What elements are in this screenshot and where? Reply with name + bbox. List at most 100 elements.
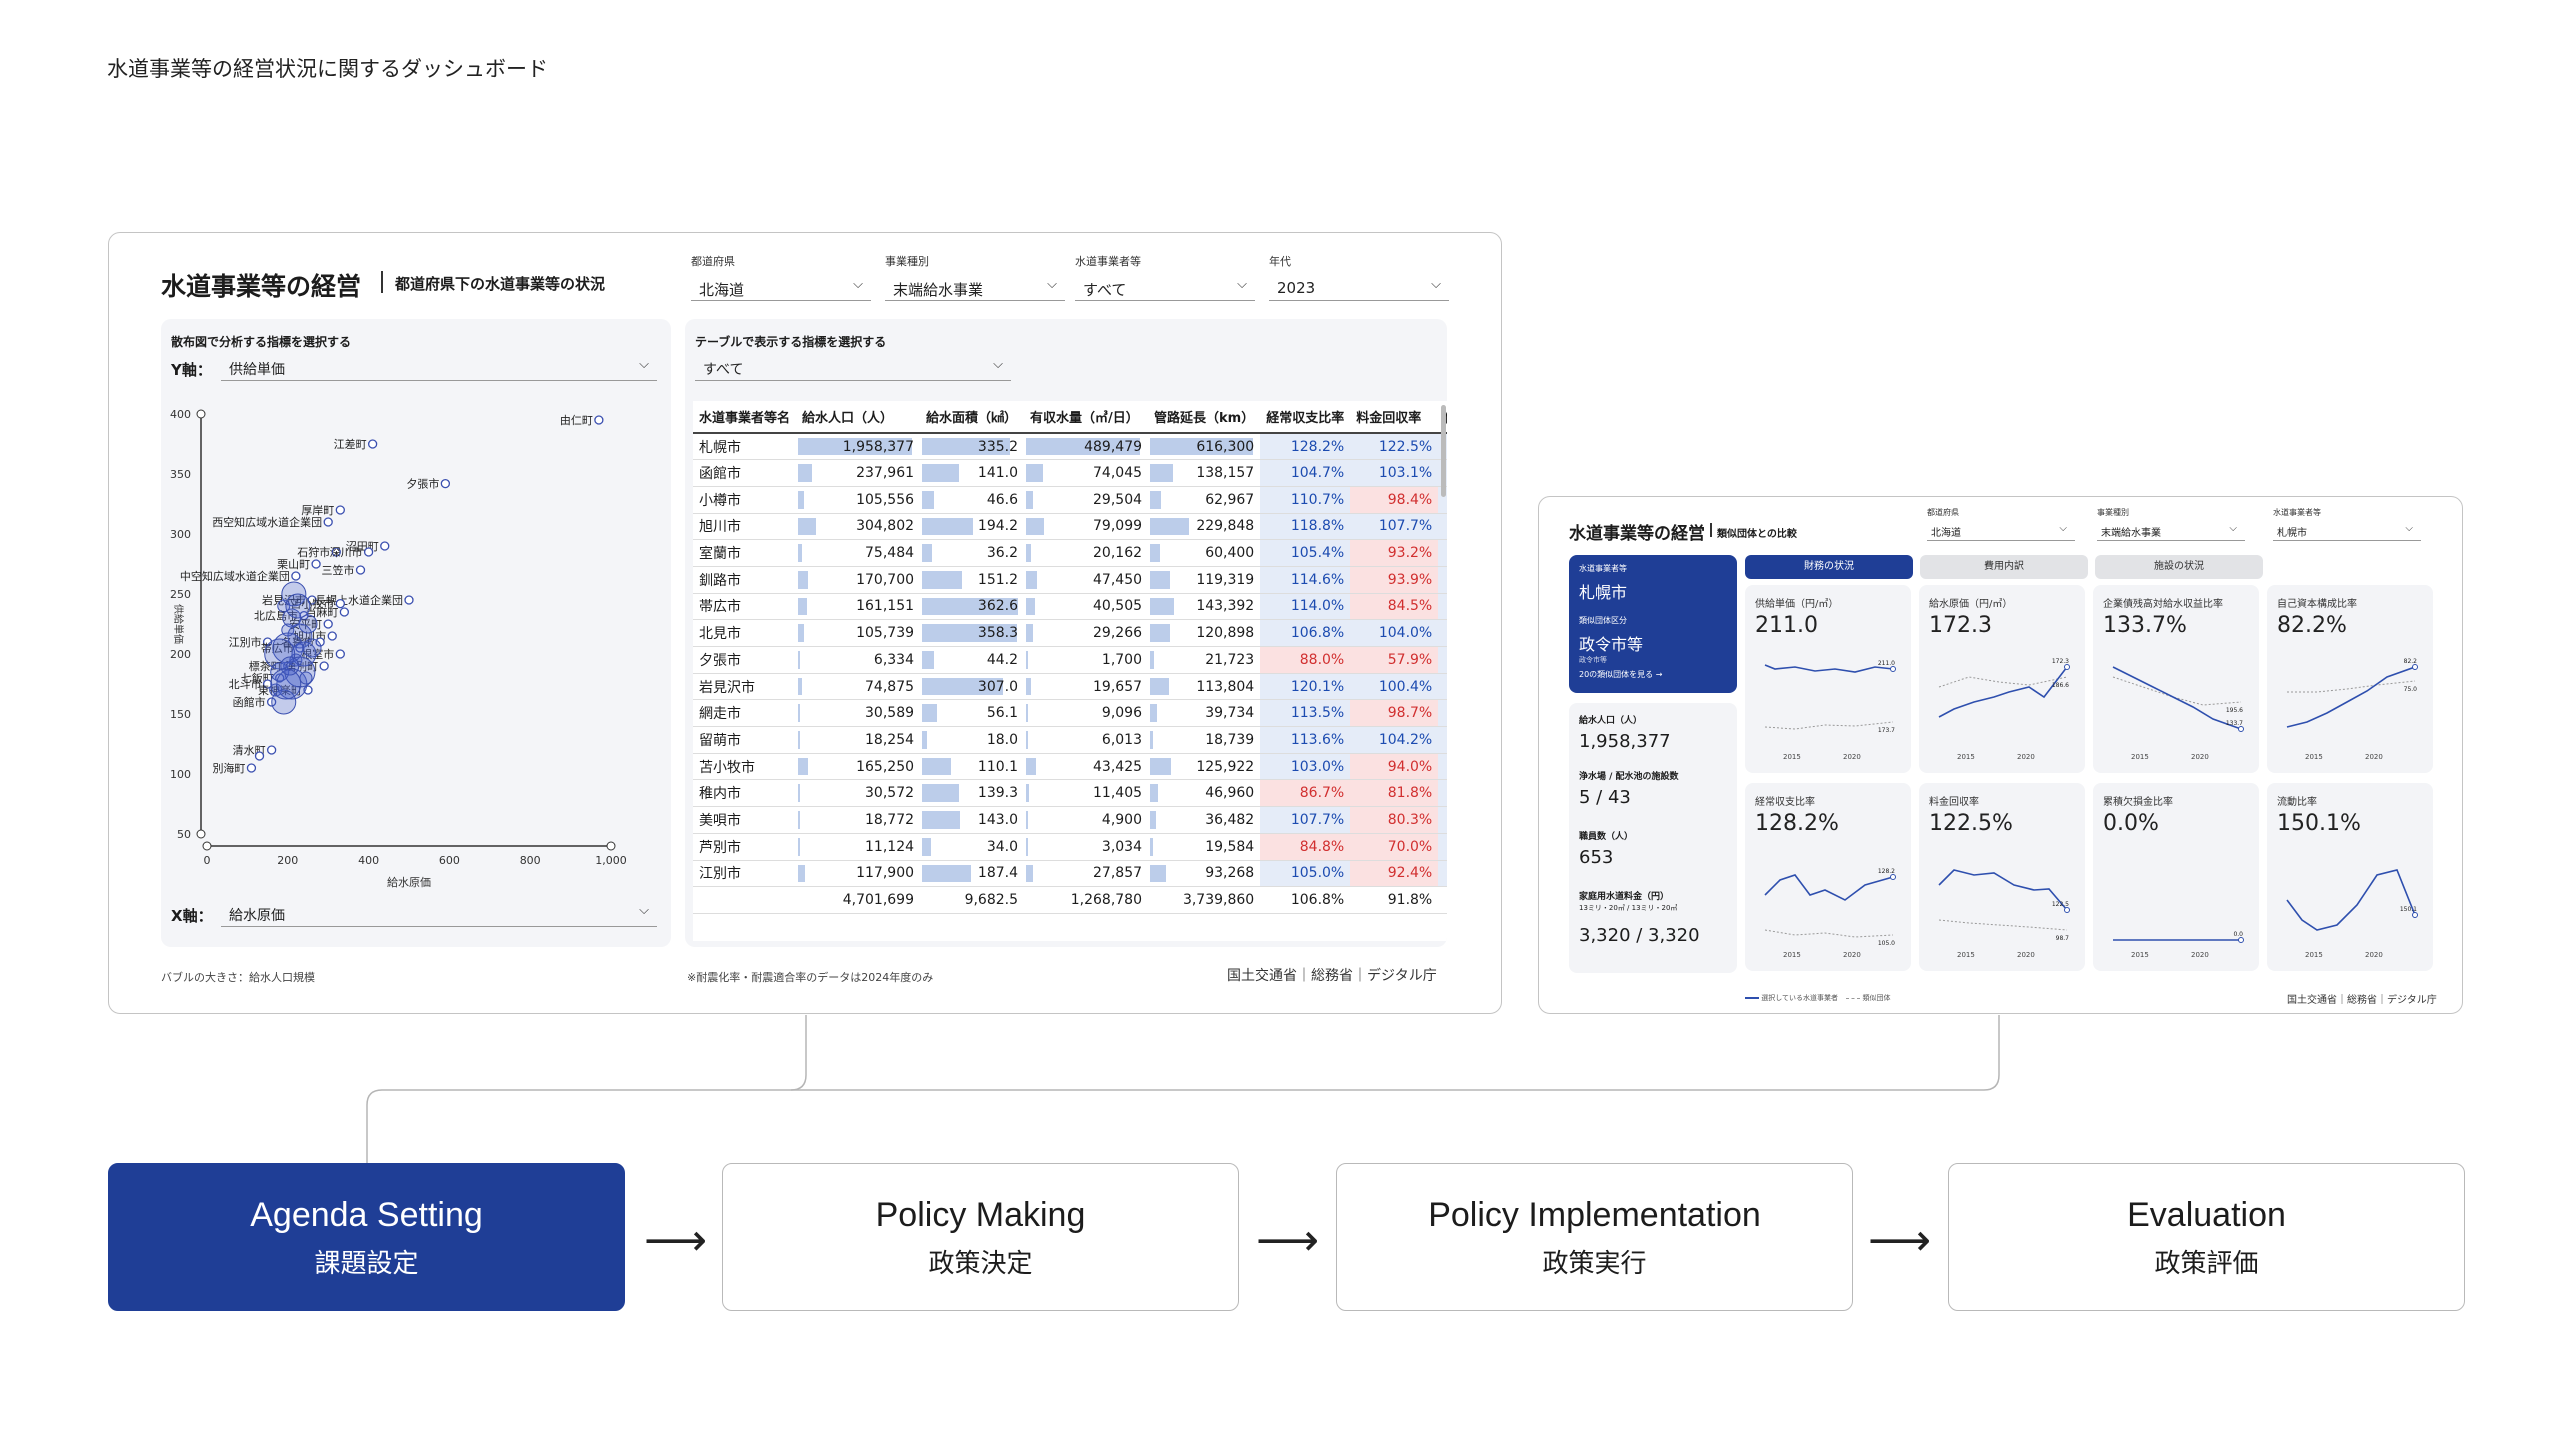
kpi-card[interactable]: 給水原価（円/㎥） 172.3 2015 2020 172.3 186.6 (1919, 585, 2085, 773)
filter-prefecture-select[interactable]: 北海道 ⌵ (691, 273, 871, 301)
filter-year-select[interactable]: 2023 ⌵ (1269, 273, 1449, 301)
filter2-operator-select[interactable]: 札幌市 ⌵ (2273, 521, 2421, 541)
x-tick-label: 600 (439, 854, 460, 867)
scatter-label: 西空知広域水道企業団 (212, 515, 322, 529)
kpi-value: 82.2% (2277, 613, 2347, 638)
table-header-cell[interactable]: 料金回収率 (1350, 401, 1439, 434)
table-header-cell[interactable]: 給水面積（㎢） (920, 401, 1025, 434)
table-row[interactable]: 室蘭市 75,484 36.2 20,162 60,400 105.4% 93.2% (693, 539, 1447, 567)
table-cell-value: 21,723 (1205, 651, 1255, 668)
table-cell: 151.2 (920, 566, 1025, 594)
table-cell-bar (1150, 651, 1154, 669)
kpi-card[interactable]: 累積欠損金比率 0.0% 2015 2020 0.0 (2093, 783, 2259, 971)
step-policy-making[interactable]: Policy Making 政策決定 (722, 1163, 1239, 1311)
table-total-row[interactable]: 4,701,699 9,682.5 1,268,780 3,739,860 106.8%… (693, 886, 1447, 914)
table-row[interactable]: 帯広市 161,151 362.6 40,505 143,392 114.0% 84.5% (693, 593, 1447, 621)
table-metric-select[interactable]: すべて ⌵ (695, 353, 1011, 381)
table-row[interactable]: 北見市 105,739 358.3 29,266 120,898 106.8% 104.0% (693, 619, 1447, 647)
table-cell-value: 105,739 (856, 625, 915, 642)
kpi-card[interactable]: 自己資本構成比率 82.2% 2015 2020 82.2 75.0 (2267, 585, 2433, 773)
table-cell: 室蘭市 (693, 539, 797, 567)
table-header-cell[interactable]: 有収水量（㎥/日） (1024, 401, 1149, 434)
similar-groups-link[interactable]: 20の類似団体を見る → (1579, 670, 1663, 679)
y-axis-select[interactable]: 供給単価 ⌵ (221, 353, 657, 381)
table-header-cell[interactable]: 経常収支比率 (1260, 401, 1351, 434)
table-row[interactable]: 網走市 30,589 56.1 9,096 39,734 113.5% 98.7% (693, 699, 1447, 728)
table-cell (1438, 886, 1447, 914)
scatter-bubble (285, 593, 311, 619)
table-cell-value: 62,967 (1205, 491, 1255, 508)
table-cell-value: 11,405 (1093, 785, 1143, 802)
data-note: ※耐震化率・耐震適合率のデータは2024年度のみ (687, 971, 934, 984)
table-cell: 92.4% (1350, 860, 1439, 888)
table-cell-bar (922, 570, 962, 589)
table-row[interactable]: 芦別市 11,124 34.0 3,034 19,584 84.8% 70.0% (693, 833, 1447, 861)
table-row[interactable]: 美唄市 18,772 143.0 4,900 36,482 107.7% 80.3% (693, 806, 1447, 834)
dashboard2-tab[interactable]: 費用内訳 (1920, 555, 2088, 579)
table-cell: 107.7% (1350, 513, 1439, 541)
scatter-bubble (302, 638, 322, 658)
kpi-card[interactable]: 経常収支比率 128.2% 2015 2020 128.2 105.0 (1745, 783, 1911, 971)
table-header-cell[interactable]: 給水人口（人） (796, 401, 921, 434)
y-tick-label: 300 (170, 528, 191, 541)
filter2-type-select[interactable]: 末端給水事業 ⌵ (2097, 521, 2245, 541)
step-agenda-setting[interactable]: Agenda Setting 課題設定 (108, 1163, 625, 1311)
scatter-point (246, 763, 257, 773)
x-axis-select[interactable]: 給水原価 ⌵ (221, 899, 657, 927)
scatter-bubble (271, 689, 297, 715)
step-evaluation[interactable]: Evaluation 政策評価 (1948, 1163, 2465, 1311)
table-row[interactable]: 岩見沢市 74,875 307.0 19,657 113,804 120.1% 100.4% (693, 673, 1447, 701)
table-scrollbar[interactable] (1441, 405, 1446, 497)
table-row[interactable]: 旭川市 304,802 194.2 79,099 229,848 118.8% 107.7% (693, 513, 1447, 541)
table-header-cell[interactable]: 水道事業者等名 (693, 401, 797, 434)
table-row[interactable]: 釧路市 170,700 151.2 47,450 119,319 114.6% 93.9% (693, 566, 1447, 594)
table-cell (693, 886, 797, 914)
end-value-label: 172.3 (2052, 658, 2069, 665)
kpi-card[interactable]: 供給単価（円/㎥） 211.0 2015 2020 211.0 173.7 (1745, 585, 1911, 773)
table-cell: 307.0 (920, 673, 1025, 701)
table-cell-bar (1150, 597, 1175, 616)
table-cell: 362.6 (920, 593, 1025, 621)
dashboard2-tab[interactable]: 施設の状況 (2095, 555, 2263, 579)
table-cell-bar (1026, 704, 1029, 723)
scatter-label: 苫小牧市 (290, 597, 334, 611)
filter-type-select[interactable]: 末端給水事業 ⌵ (885, 273, 1065, 301)
table-row[interactable]: 江別市 117,900 187.4 27,857 93,268 105.0% 92.4% (693, 860, 1447, 888)
table-cell-value: 60,400 (1205, 545, 1255, 562)
step-policy-implementation[interactable]: Policy Implementation 政策実行 (1336, 1163, 1853, 1311)
kpi-value: 128.2% (1755, 811, 1839, 836)
dashboard2-tab[interactable]: 財務の状況 (1745, 555, 1913, 579)
kpi-card[interactable]: 企業債残高対給水収益比率 133.7% 2015 2020 133.7 195.6 (2093, 585, 2259, 773)
table-cell-value: 27,857 (1093, 865, 1143, 882)
table-row[interactable]: 留萌市 18,254 18.0 6,013 18,739 113.6% 104.2% (693, 726, 1447, 754)
scatter-label: 東神楽町 (258, 683, 302, 697)
scatter-point (323, 619, 333, 629)
table-row[interactable]: 苫小牧市 165,250 110.1 43,425 125,922 103.0% 94.0% (693, 753, 1447, 781)
table-cell-bar (798, 731, 801, 749)
table-row[interactable]: 函館市 237,961 141.0 74,045 138,157 104.7% 103.1% (693, 459, 1447, 487)
filter-operator-select[interactable]: すべて ⌵ (1075, 273, 1255, 301)
table-row[interactable]: 札幌市 1,958,377 335.2 489,479 616,300 128.2% 122… (693, 433, 1447, 461)
group-label: 類似団体区分 (1579, 616, 1627, 625)
table-header-cell[interactable]: 管路延長（km） (1148, 401, 1261, 434)
table-cell: 118.8% (1260, 513, 1351, 541)
table-cell-bar (1026, 490, 1033, 509)
table-cell: 80.3% (1350, 806, 1439, 834)
table-cell-bar (922, 651, 934, 669)
legend-line-similar (1846, 997, 1861, 999)
table-cell-value: 6,013 (1101, 731, 1143, 748)
table-row[interactable]: 小樽市 105,556 46.6 29,504 62,967 110.7% 98.4% (693, 486, 1447, 514)
table-cell: 1,268,780 (1024, 886, 1149, 914)
data-table-wrap[interactable]: 水道事業者等名 給水人口（人） 給水面積（㎢） 有収水量（㎥/日） 管路延長（km） 経常… (693, 401, 1447, 941)
stat-value: 1,958,377 (1579, 731, 1671, 752)
table-cell: 釧路市 (693, 566, 797, 594)
filter-label-type: 事業種別 (885, 255, 929, 268)
table-cell: 苫小牧市 (693, 753, 797, 781)
table-row[interactable]: 夕張市 6,334 44.2 1,700 21,723 88.0% 57.9% (693, 646, 1447, 674)
kpi-card[interactable]: 料金回収率 122.5% 2015 2020 122.5 98.7 (1919, 783, 2085, 971)
table-cell-bar (798, 837, 801, 856)
kpi-card[interactable]: 流動比率 150.1% 2015 2020 150.1 (2267, 783, 2433, 971)
table-cell: 11,124 (796, 833, 921, 861)
table-row[interactable]: 稚内市 30,572 139.3 11,405 46,960 86.7% 81.8% (693, 779, 1447, 808)
filter2-prefecture-select[interactable]: 北海道 ⌵ (1927, 521, 2075, 541)
